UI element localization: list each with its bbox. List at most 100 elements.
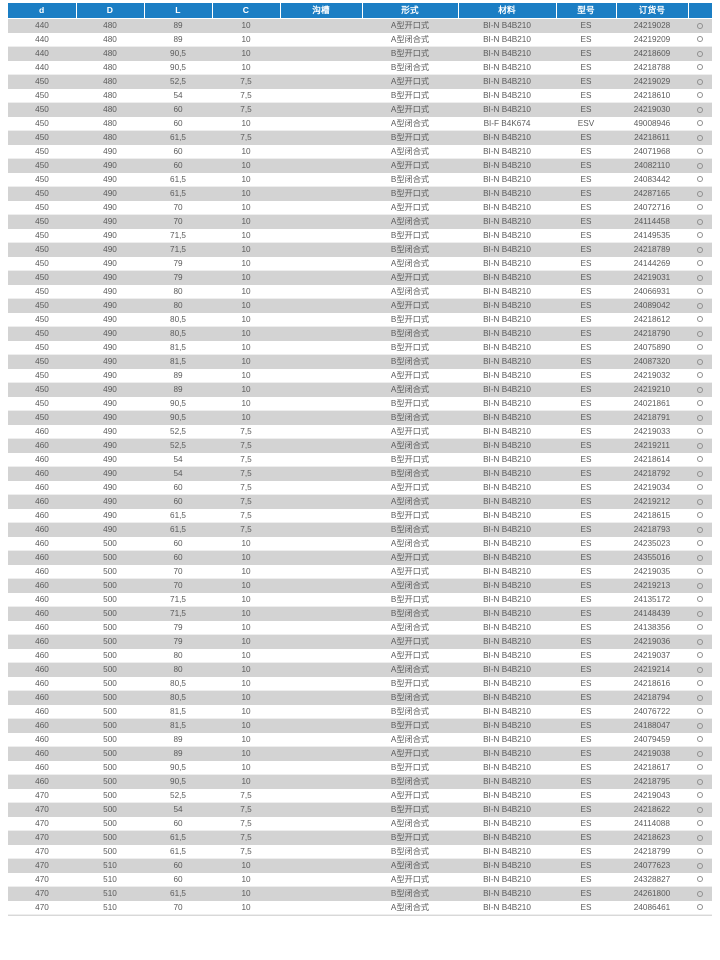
cell-material: BI-N B4B210 [458, 60, 556, 75]
table-row[interactable]: 460 500 81,5 10 B型开口式 BI-N B4B210 ES 24188047 [8, 718, 712, 733]
table-row[interactable]: 450 490 70 10 A型闭合式 BI-N B4B210 ES 24114458 [8, 214, 712, 229]
table-row[interactable]: 460 500 79 10 A型闭合式 BI-N B4B210 ES 24138356 [8, 620, 712, 635]
cell-mark [688, 228, 712, 243]
table-row[interactable]: 470 500 54 7,5 B型开口式 BI-N B4B210 ES 24218622 [8, 802, 712, 817]
cell-order-number: 49008946 [616, 116, 688, 131]
table-row[interactable]: 470 500 61,5 7,5 B型开口式 BI-N B4B210 ES 24218623 [8, 830, 712, 845]
cell-model: ES [556, 200, 616, 215]
table-row[interactable]: 450 480 60 7,5 A型开口式 BI-N B4B210 ES 24219030 [8, 102, 712, 117]
table-row[interactable]: 470 510 60 10 A型闭合式 BI-N B4B210 ES 24077623 [8, 858, 712, 873]
table-row[interactable]: 460 490 60 7,5 A型开口式 BI-N B4B210 ES 24219034 [8, 480, 712, 495]
cell-L: 89 [144, 746, 212, 761]
table-row[interactable]: 450 490 71,5 10 B型开口式 BI-N B4B210 ES 24149535 [8, 228, 712, 243]
table-row[interactable]: 460 500 80,5 10 B型闭合式 BI-N B4B210 ES 24218794 [8, 690, 712, 705]
table-row[interactable]: 470 500 61,5 7,5 B型闭合式 BI-N B4B210 ES 24218799 [8, 844, 712, 859]
cell-L: 60 [144, 816, 212, 831]
table-row[interactable]: 460 490 54 7,5 B型开口式 BI-N B4B210 ES 24218614 [8, 452, 712, 467]
table-row[interactable]: 450 490 80 10 A型开口式 BI-N B4B210 ES 24089042 [8, 298, 712, 313]
cell-groove [280, 424, 362, 439]
table-row[interactable]: 460 490 52,5 7,5 A型开口式 BI-N B4B210 ES 24219033 [8, 424, 712, 439]
table-row[interactable]: 440 480 89 10 A型闭合式 BI-N B4B210 ES 24219209 [8, 32, 712, 47]
cell-C: 7,5 [212, 816, 280, 831]
column-header-d[interactable]: d [8, 3, 77, 19]
column-header-groove[interactable]: 沟槽 [280, 3, 363, 19]
circle-outline-icon [697, 484, 703, 491]
column-header-material[interactable]: 材料 [458, 3, 557, 19]
circle-outline-icon [697, 302, 703, 309]
circle-outline-icon [697, 470, 703, 477]
cell-groove [280, 690, 362, 705]
column-header-C[interactable]: C [212, 3, 281, 19]
column-header-order-number[interactable]: 订货号 [616, 3, 689, 19]
table-row[interactable]: 470 500 52,5 7,5 A型开口式 BI-N B4B210 ES 24219043 [8, 788, 712, 803]
table-row[interactable]: 460 500 80 10 A型闭合式 BI-N B4B210 ES 24219214 [8, 662, 712, 677]
column-header-L[interactable]: L [144, 3, 213, 19]
table-row[interactable]: 460 500 60 10 A型闭合式 BI-N B4B210 ES 24235023 [8, 536, 712, 551]
table-row[interactable]: 460 500 71,5 10 B型闭合式 BI-N B4B210 ES 24148439 [8, 606, 712, 621]
cell-material: BI-N B4B210 [458, 592, 556, 607]
table-row[interactable]: 460 500 89 10 A型闭合式 BI-N B4B210 ES 24079459 [8, 732, 712, 747]
table-row[interactable]: 450 490 81,5 10 B型开口式 BI-N B4B210 ES 24075890 [8, 340, 712, 355]
table-row[interactable]: 460 490 52,5 7,5 A型闭合式 BI-N B4B210 ES 24219211 [8, 438, 712, 453]
table-row[interactable]: 460 490 61,5 7,5 B型开口式 BI-N B4B210 ES 24218615 [8, 508, 712, 523]
table-row[interactable]: 470 510 60 10 A型开口式 BI-N B4B210 ES 24328827 [8, 872, 712, 887]
column-header-model[interactable]: 型号 [556, 3, 617, 19]
table-row[interactable]: 460 500 80 10 A型开口式 BI-N B4B210 ES 24219037 [8, 648, 712, 663]
table-row[interactable]: 450 490 79 10 A型闭合式 BI-N B4B210 ES 24144269 [8, 256, 712, 271]
table-row[interactable]: 470 510 61,5 10 B型闭合式 BI-N B4B210 ES 24261800 [8, 886, 712, 901]
cell-D: 490 [76, 326, 144, 341]
cell-mark [688, 32, 712, 47]
table-row[interactable]: 460 500 81,5 10 B型闭合式 BI-N B4B210 ES 24076722 [8, 704, 712, 719]
cell-D: 500 [76, 550, 144, 565]
table-row[interactable]: 450 490 80 10 A型闭合式 BI-N B4B210 ES 24066931 [8, 284, 712, 299]
table-row[interactable]: 460 490 61,5 7,5 B型闭合式 BI-N B4B210 ES 24218793 [8, 522, 712, 537]
table-row[interactable]: 450 490 80,5 10 B型闭合式 BI-N B4B210 ES 24218790 [8, 326, 712, 341]
table-row[interactable]: 450 480 52,5 7,5 A型开口式 BI-N B4B210 ES 24219029 [8, 74, 712, 89]
cell-order-number: 24089042 [616, 298, 688, 313]
table-row[interactable]: 450 480 60 10 A型闭合式 BI-F B4K674 ESV 49008946 [8, 116, 712, 131]
table-row[interactable]: 450 490 60 10 A型闭合式 BI-N B4B210 ES 24071968 [8, 144, 712, 159]
cell-model: ES [556, 438, 616, 453]
column-header-mark[interactable] [688, 3, 712, 19]
table-row[interactable]: 450 490 90,5 10 B型闭合式 BI-N B4B210 ES 24218791 [8, 410, 712, 425]
table-row[interactable]: 450 490 60 10 A型开口式 BI-N B4B210 ES 24082110 [8, 158, 712, 173]
table-row[interactable]: 450 490 61,5 10 B型开口式 BI-N B4B210 ES 24287165 [8, 186, 712, 201]
table-row[interactable]: 450 490 70 10 A型开口式 BI-N B4B210 ES 24072716 [8, 200, 712, 215]
table-row[interactable]: 450 490 90,5 10 B型开口式 BI-N B4B210 ES 24021861 [8, 396, 712, 411]
table-row[interactable]: 450 490 89 10 A型闭合式 BI-N B4B210 ES 24219210 [8, 382, 712, 397]
table-row[interactable]: 470 500 60 7,5 A型闭合式 BI-N B4B210 ES 24114088 [8, 816, 712, 831]
table-row[interactable]: 440 480 90,5 10 B型开口式 BI-N B4B210 ES 24218609 [8, 46, 712, 61]
table-row[interactable]: 460 490 54 7,5 B型闭合式 BI-N B4B210 ES 24218792 [8, 466, 712, 481]
circle-outline-icon [697, 554, 703, 561]
table-row[interactable]: 460 500 70 10 A型闭合式 BI-N B4B210 ES 24219213 [8, 578, 712, 593]
table-row[interactable]: 460 500 90,5 10 B型开口式 BI-N B4B210 ES 24218617 [8, 760, 712, 775]
table-row[interactable]: 460 500 80,5 10 B型开口式 BI-N B4B210 ES 24218616 [8, 676, 712, 691]
table-row[interactable]: 450 490 80,5 10 B型开口式 BI-N B4B210 ES 24218612 [8, 312, 712, 327]
table-row[interactable]: 460 500 79 10 A型开口式 BI-N B4B210 ES 24219036 [8, 634, 712, 649]
table-row[interactable]: 450 490 79 10 A型开口式 BI-N B4B210 ES 24219031 [8, 270, 712, 285]
table-row[interactable]: 440 480 89 10 A型开口式 BI-N B4B210 ES 24219028 [8, 18, 712, 33]
table-row[interactable]: 450 490 89 10 A型开口式 BI-N B4B210 ES 24219032 [8, 368, 712, 383]
table-row[interactable]: 450 480 61,5 7,5 B型开口式 BI-N B4B210 ES 24218611 [8, 130, 712, 145]
table-row[interactable]: 460 500 60 10 A型开口式 BI-N B4B210 ES 24355016 [8, 550, 712, 565]
cell-L: 80,5 [144, 326, 212, 341]
table-row[interactable]: 450 490 71,5 10 B型闭合式 BI-N B4B210 ES 24218789 [8, 242, 712, 257]
cell-C: 7,5 [212, 438, 280, 453]
table-row[interactable]: 440 480 90,5 10 B型闭合式 BI-N B4B210 ES 24218788 [8, 60, 712, 75]
column-header-D[interactable]: D [76, 3, 145, 19]
table-row[interactable]: 460 500 70 10 A型开口式 BI-N B4B210 ES 24219035 [8, 564, 712, 579]
table-row[interactable]: 450 490 81,5 10 B型闭合式 BI-N B4B210 ES 24087320 [8, 354, 712, 369]
table-row[interactable]: 460 500 71,5 10 B型开口式 BI-N B4B210 ES 24135172 [8, 592, 712, 607]
cell-order-number: 24218794 [616, 690, 688, 705]
table-row[interactable]: 470 510 70 10 A型闭合式 BI-N B4B210 ES 24086461 [8, 900, 712, 915]
table-row[interactable]: 450 490 61,5 10 B型闭合式 BI-N B4B210 ES 24083442 [8, 172, 712, 187]
table-row[interactable]: 460 500 90,5 10 B型闭合式 BI-N B4B210 ES 24218795 [8, 774, 712, 789]
column-header-form[interactable]: 形式 [362, 3, 459, 19]
cell-C: 10 [212, 718, 280, 733]
cell-form: A型开口式 [362, 298, 458, 313]
cell-d: 460 [8, 550, 76, 565]
table-row[interactable]: 460 490 60 7,5 A型闭合式 BI-N B4B210 ES 24219212 [8, 494, 712, 509]
cell-D: 480 [76, 130, 144, 145]
table-row[interactable]: 450 480 54 7,5 B型开口式 BI-N B4B210 ES 24218610 [8, 88, 712, 103]
table-row[interactable]: 460 500 89 10 A型开口式 BI-N B4B210 ES 24219038 [8, 746, 712, 761]
